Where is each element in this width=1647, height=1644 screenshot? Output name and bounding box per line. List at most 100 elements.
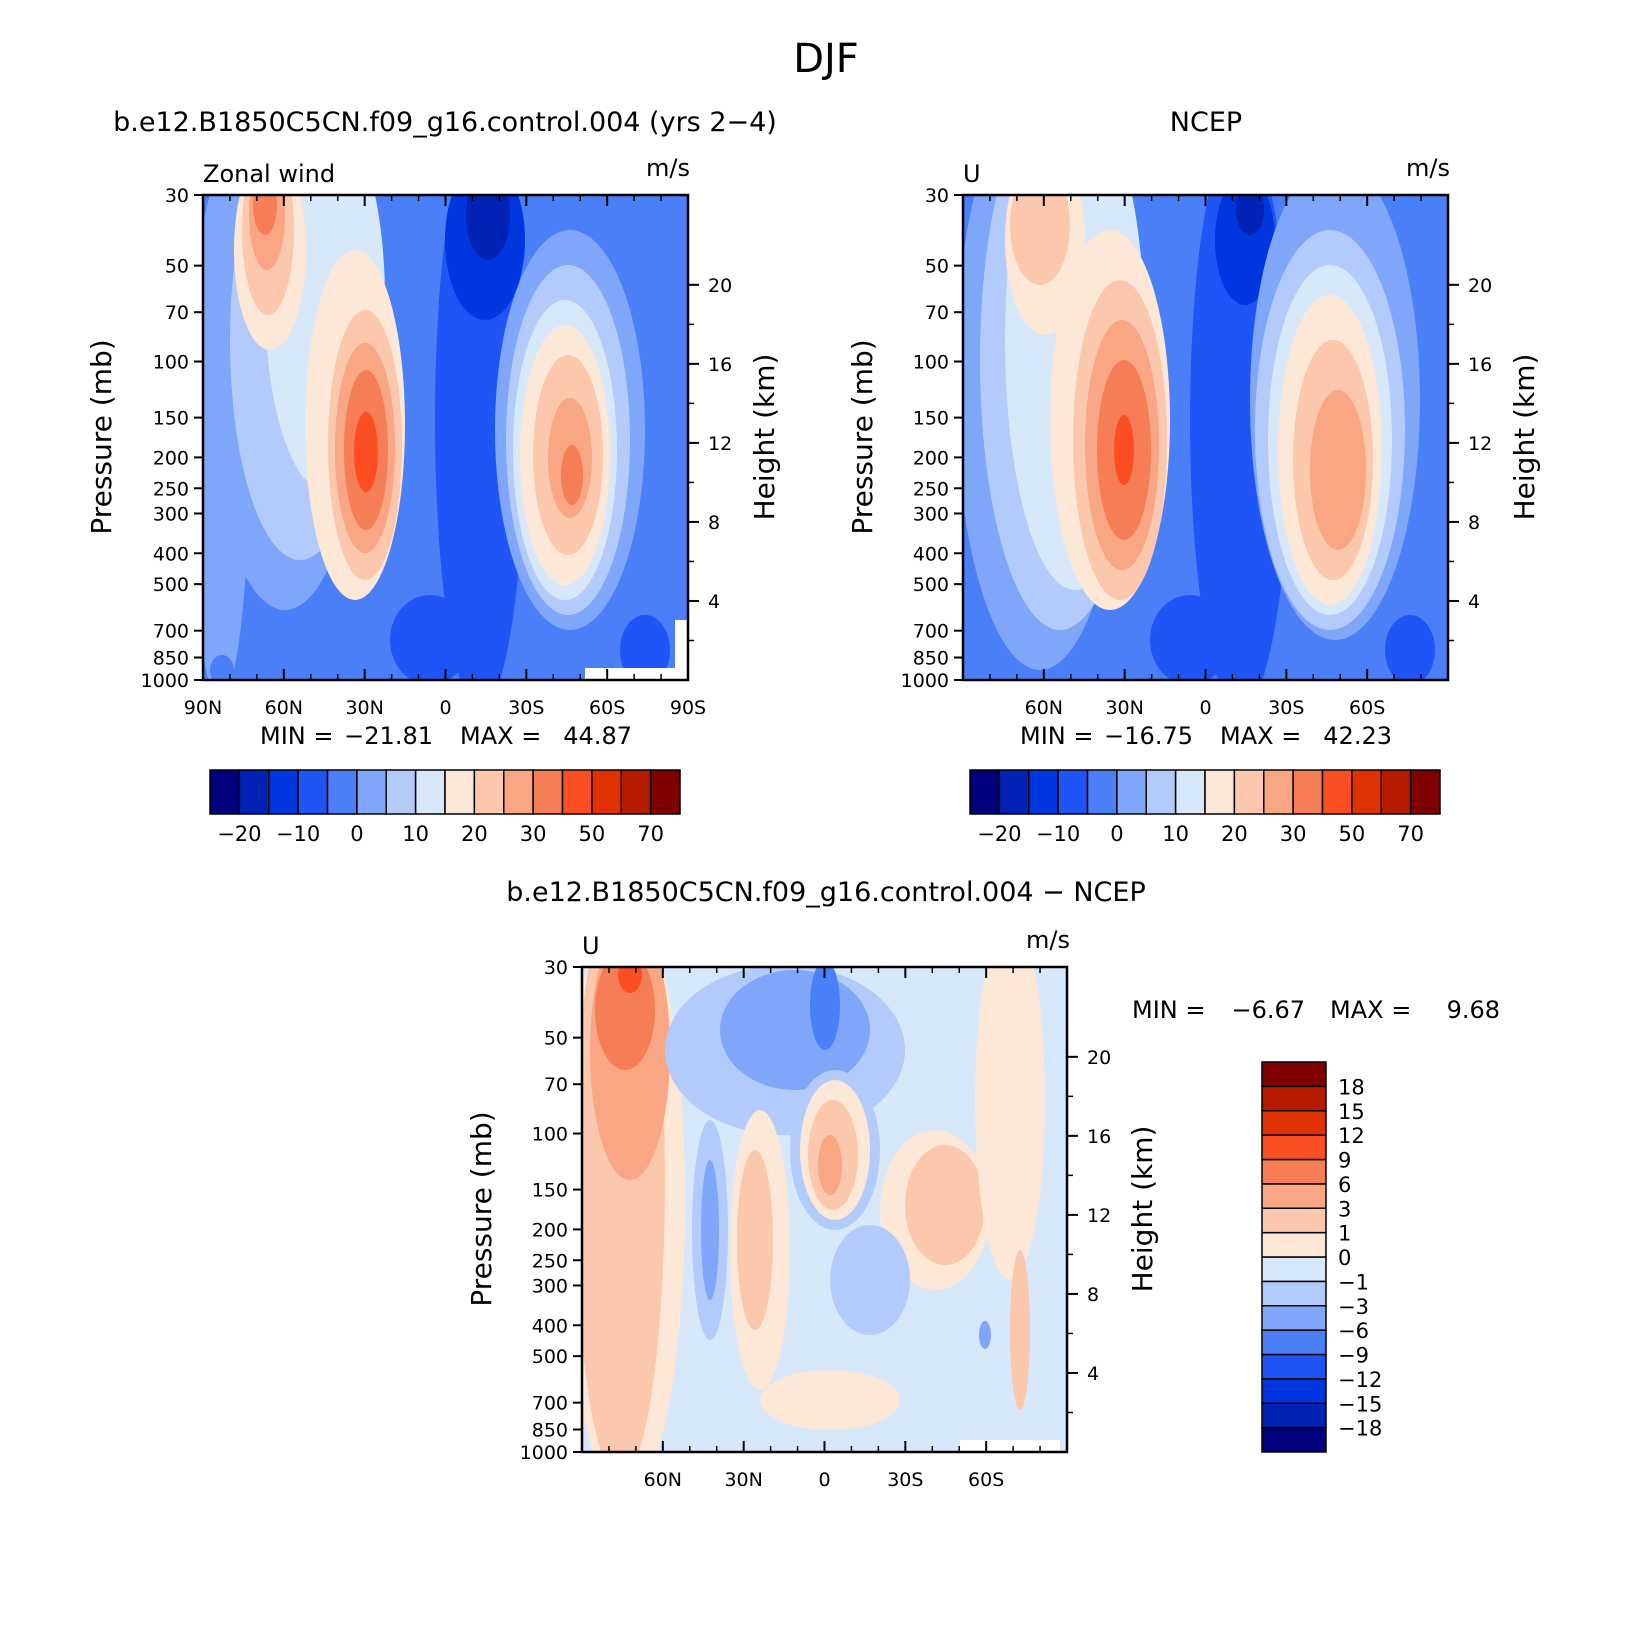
colorbar-label: −15	[1338, 1392, 1382, 1416]
y-tick-label: 850	[913, 648, 949, 670]
colorbar-box	[1261, 1061, 1327, 1088]
colorbar-label: 20	[461, 822, 488, 846]
colorbar-box	[1261, 1231, 1327, 1258]
colorbar-label: −10	[276, 822, 320, 846]
colorbar-box	[1263, 769, 1294, 815]
panel-obs-min-value: −16.75	[1104, 722, 1193, 750]
contour-shade	[435, 195, 525, 680]
colorbar-box	[1351, 769, 1382, 815]
missing-data	[675, 620, 688, 680]
x-tick-label: 30N	[345, 697, 383, 719]
y-tick-label: 150	[913, 408, 949, 430]
colorbar-box	[1380, 769, 1412, 815]
y-tick-label: 100	[153, 352, 189, 374]
colorbar-box	[1261, 1402, 1327, 1429]
panel-model: b.e12.B1850C5CN.f09_g16.control.004 (yrs…	[85, 107, 781, 846]
y-tick-label: 50	[165, 256, 189, 278]
colorbar-box	[620, 769, 652, 815]
colorbar-box	[444, 769, 476, 815]
y-tick-label: 850	[532, 1420, 568, 1442]
panel-obs-title: NCEP	[1170, 107, 1242, 138]
contour-shade	[253, 195, 277, 235]
y-tick-label: 500	[153, 574, 189, 596]
y-tick-label: 200	[532, 1219, 568, 1241]
colorbar-label: 0	[1110, 822, 1123, 846]
colorbar-box	[969, 769, 1001, 815]
contour-shade	[1150, 595, 1230, 680]
colorbar-label: −1	[1338, 1270, 1369, 1294]
colorbar-label: 0	[350, 822, 363, 846]
y2-tick-label: 16	[1468, 354, 1492, 376]
y-tick-label: 70	[165, 302, 189, 324]
colorbar-label: 70	[637, 822, 664, 846]
colorbar-box	[1145, 769, 1177, 815]
colorbar-box	[385, 769, 417, 815]
contour-shade	[720, 970, 870, 1090]
y2-tick-label: 20	[1087, 1047, 1111, 1069]
panel-diff-min-value: −6.67	[1231, 996, 1305, 1024]
colorbar-box	[1261, 1329, 1327, 1356]
y-tick-label: 500	[532, 1346, 568, 1368]
contour-shade	[354, 412, 378, 492]
colorbar-box	[238, 769, 270, 815]
panel-obs-min-label: MIN =	[1020, 722, 1093, 750]
y-tick-label: 700	[153, 621, 189, 643]
x-tick-label: 30S	[887, 1469, 923, 1491]
y-tick-label: 300	[153, 503, 189, 525]
colorbar-box	[297, 769, 329, 815]
colorbar-label: 10	[402, 822, 429, 846]
colorbar-box	[1261, 1183, 1327, 1209]
x-tick-label: 90S	[670, 697, 706, 719]
colorbar-box	[1261, 1134, 1327, 1161]
panel-obs: NCEP U m/s 30 50 70 10	[846, 107, 1541, 846]
contour-shade	[210, 655, 234, 680]
colorbar-label: −10	[1036, 822, 1080, 846]
x-tick-label: 60N	[1025, 697, 1063, 719]
colorbar-box	[1233, 769, 1265, 815]
contour-shade	[1236, 195, 1264, 235]
missing-data	[960, 1440, 1060, 1452]
colorbar-box	[356, 769, 387, 815]
y-tick-label: 50	[925, 256, 949, 278]
contour-shade	[975, 967, 1045, 1280]
panel-obs-left-label: U	[963, 160, 981, 188]
contour-shade	[979, 1321, 991, 1349]
colorbar-label: 3	[1338, 1197, 1351, 1221]
x-tick-label: 30S	[508, 697, 544, 719]
y2-tick-label: 12	[708, 433, 732, 455]
panel-obs-ylabel: Pressure (mb)	[846, 339, 879, 534]
y-tick-label: 300	[913, 503, 949, 525]
x-tick-label: 0	[439, 697, 451, 719]
colorbar-box	[1321, 769, 1353, 815]
colorbar-box	[268, 769, 299, 815]
figure-title: DJF	[793, 36, 859, 82]
colorbar-label: 9	[1338, 1149, 1351, 1173]
colorbar-label: 15	[1338, 1100, 1365, 1124]
panel-model-field	[203, 195, 688, 680]
panel-diff-min-label: MIN =	[1132, 996, 1205, 1024]
panel-diff-title: b.e12.B1850C5CN.f09_g16.control.004 − NC…	[506, 877, 1146, 908]
panel-diff-max-value: 9.68	[1447, 996, 1500, 1024]
contour-shade	[466, 195, 510, 260]
colorbar-box	[591, 769, 622, 815]
panel-model-max-label: MAX =	[460, 722, 541, 750]
colorbar-box	[414, 769, 446, 815]
y-tick-label: 400	[532, 1315, 568, 1337]
panel-obs-max-value: 42.23	[1323, 722, 1392, 750]
x-tick-label: 30N	[724, 1469, 762, 1491]
colorbar-box	[1261, 1256, 1327, 1283]
contour-shade	[701, 1160, 719, 1300]
y-tick-label: 500	[913, 574, 949, 596]
colorbar-box	[209, 769, 241, 815]
colorbar-label: 0	[1338, 1246, 1351, 1270]
panel-model-y2label: Height (km)	[748, 354, 781, 521]
y-tick-label: 200	[913, 447, 949, 469]
panel-obs-units: m/s	[1406, 154, 1450, 182]
contour-shade	[620, 615, 670, 680]
y2-tick-label: 12	[1087, 1205, 1111, 1227]
colorbar-label: 10	[1162, 822, 1189, 846]
y-tick-label: 200	[153, 447, 189, 469]
contour-shade	[1010, 1250, 1030, 1410]
colorbar-label: −6	[1338, 1319, 1369, 1343]
